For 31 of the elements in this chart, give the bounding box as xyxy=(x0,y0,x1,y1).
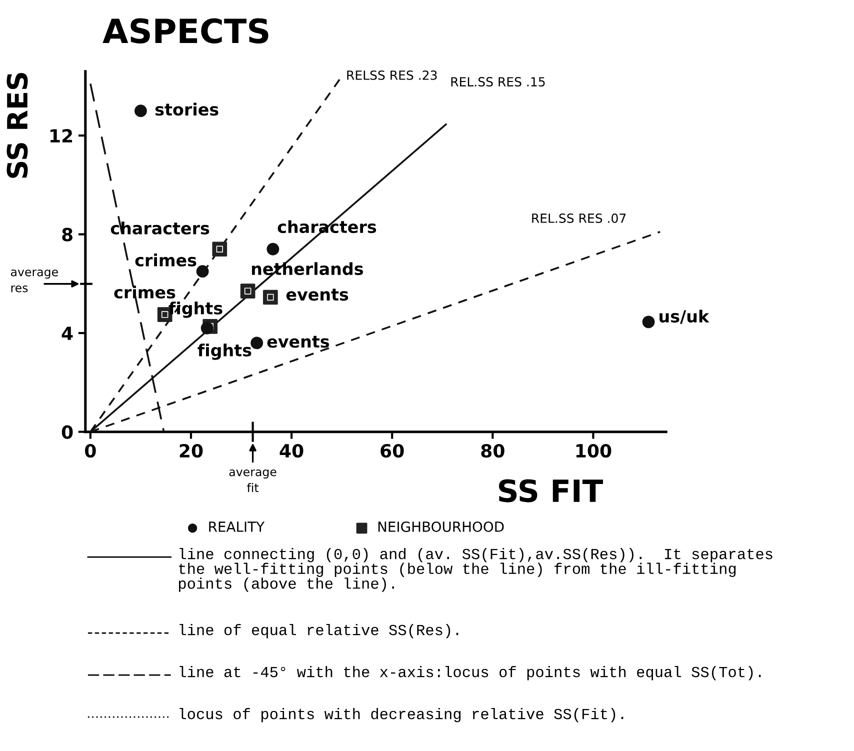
x-tick-label: 0 xyxy=(85,444,96,458)
x-tick-label: 40 xyxy=(280,444,304,458)
legend-label: NEIGHBOURHOOD xyxy=(378,521,504,532)
y-tick-label: 4 xyxy=(62,326,73,340)
chart-title: ASPECTS xyxy=(102,18,268,44)
legend-label: REALITY xyxy=(209,522,265,532)
text: average res xyxy=(10,270,58,292)
annotation: crimes xyxy=(135,254,196,266)
annotation: fights xyxy=(198,344,252,360)
text: line at -45° with the x-axis:locus of points with equal SS(Tot). xyxy=(180,666,761,680)
y-axis-title: SS RES xyxy=(6,73,28,178)
x-tick-label: 60 xyxy=(380,444,404,458)
annotation: RELSS RES .23 xyxy=(347,70,437,80)
text: locus of points with decreasing relative SS(Fit). xyxy=(180,708,624,722)
annotation: stories xyxy=(155,102,218,116)
x-tick-label: 100 xyxy=(576,444,612,458)
y-tick-label: 0 xyxy=(62,425,73,439)
y-tick-label: 8 xyxy=(62,228,72,242)
annotation: events xyxy=(286,288,348,301)
annotation: crimes xyxy=(114,286,176,299)
text: average fit xyxy=(229,469,276,492)
x-tick-label: 80 xyxy=(481,444,504,458)
y-tick-label: 12 xyxy=(50,129,72,142)
text: line connecting (0,0) and (av. SS(Fit),av.SS(Res)). It separates the well-fitting points (below the line) from the ill-fitting points (above the line). xyxy=(178,548,772,592)
annotation: events xyxy=(267,336,330,348)
annotation: REL.SS RES .07 xyxy=(532,214,626,223)
x-axis-title: SS FIT xyxy=(498,479,603,502)
text: line of equal relative SS(Res). xyxy=(180,624,458,638)
annotation: us/uk xyxy=(660,310,710,324)
x-tick-label: 20 xyxy=(180,444,203,458)
annotation: REL.SS RES .15 xyxy=(451,77,545,87)
